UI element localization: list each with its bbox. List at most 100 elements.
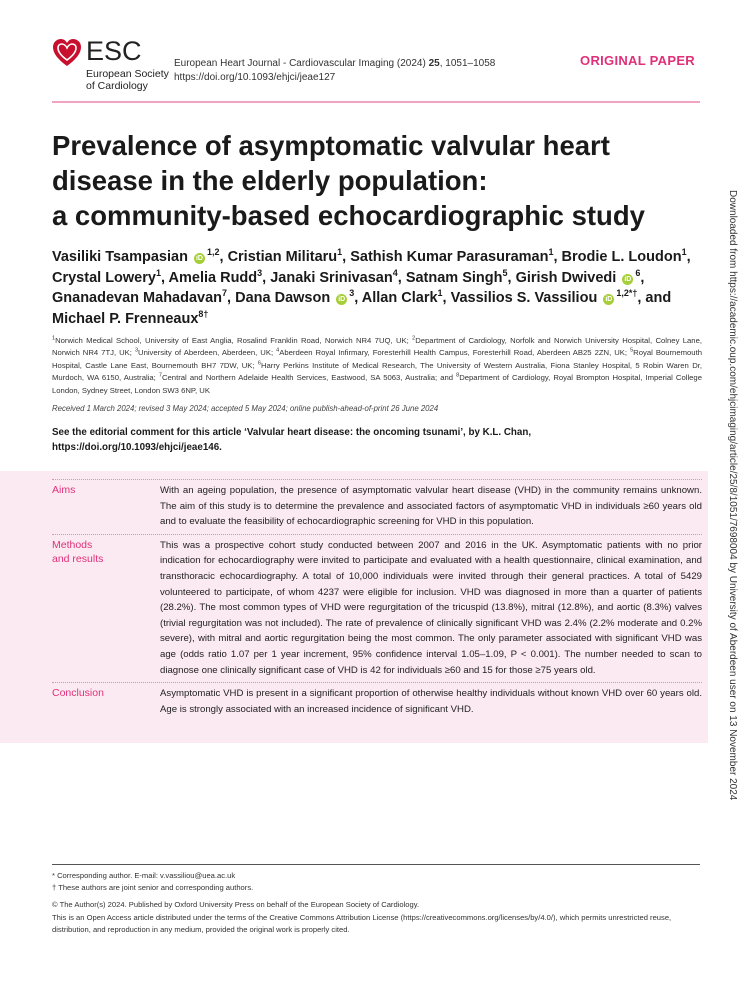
author-affiliation-marker: 1 [337, 247, 343, 258]
author: Cristian Militaru1, [227, 247, 351, 265]
orcid-icon[interactable]: iD [622, 273, 634, 285]
author-separator: , [507, 269, 516, 286]
author-name: Girish Dwivedi [515, 269, 617, 286]
affiliation-text: University of Aberdeen, Aberdeen, UK; [138, 348, 277, 358]
author: Allan Clark1, [361, 288, 451, 306]
author-name: Allan Clark [361, 290, 438, 306]
author-affiliation-marker: 3 [349, 288, 355, 299]
affiliation-number: 8 [456, 372, 460, 379]
author-affiliation-marker: 1 [437, 288, 443, 299]
author: Michael P. Frenneaux8† [52, 308, 209, 327]
orcid-icon[interactable]: iD [603, 294, 615, 305]
footnote-divider [52, 864, 700, 865]
author-affiliation-marker: 5 [502, 267, 508, 278]
author-affiliation-marker: 1,2 [206, 247, 220, 258]
article-front-matter: Prevalence of asymptomatic valvular hear… [0, 128, 708, 744]
section-text: With an ageing population, the presence … [160, 485, 702, 528]
author-affiliation-marker: 1 [155, 267, 161, 278]
license: This is an Open Access article distribut… [52, 912, 672, 934]
orcid-icon[interactable]: iD [193, 253, 205, 264]
logo-text: ESC [86, 36, 142, 66]
author-separator: , [397, 269, 406, 286]
structured-abstract: Aims With an ageing population, the pres… [0, 471, 708, 744]
author-separator: , [640, 269, 645, 286]
author-separator: , [354, 290, 362, 306]
logo-society: European Society of Cardiology [86, 68, 169, 92]
affiliation-number: 2 [412, 335, 416, 342]
corresponding-author: * Corresponding author. E-mail: v.vassil… [52, 871, 236, 880]
section-text: This was a prospective cohort study cond… [160, 539, 702, 676]
author-separator: , [219, 249, 228, 265]
author-separator: , [342, 249, 351, 265]
affiliation-number: 6 [257, 360, 261, 367]
author-name: Gnanadevan Mahadavan [52, 290, 223, 306]
author-affiliation-marker: 4 [392, 267, 398, 278]
author: Brodie L. Loudon1, [561, 247, 691, 265]
author-separator: , [227, 290, 236, 306]
author: Janaki Srinivasan4, [270, 267, 406, 286]
section-label: Conclusion [52, 687, 104, 700]
author-separator: , and [637, 290, 672, 306]
author-separator: , [160, 269, 169, 286]
abstract-aims: Aims With an ageing population, the pres… [52, 479, 702, 534]
affiliation-text: Harry Perkins Institute of Medical Resea… [52, 360, 703, 383]
author-name: Janaki Srinivasan [270, 269, 393, 286]
author: Girish Dwivedi iD6, [515, 268, 645, 286]
author-list: Vasiliki Tsampasian iD1,2, Cristian Mili… [52, 247, 702, 329]
author-name: Vasiliki Tsampasian [52, 249, 188, 265]
affiliation-text: Department of Cardiology, Norfolk and No… [52, 336, 702, 358]
doi-link[interactable]: https://doi.org/10.1093/ehjci/jeae127 [174, 72, 336, 83]
author-affiliation-marker: 8† [198, 308, 209, 319]
author-separator: , [553, 249, 562, 265]
author-affiliation-marker: 1 [681, 247, 687, 258]
author-separator: , [442, 290, 451, 306]
received-dates: Received 1 March 2024; revised 3 May 202… [52, 404, 439, 414]
section-label: Methods and results [52, 538, 104, 565]
footnotes: * Corresponding author. E-mail: v.vassil… [52, 870, 702, 936]
article-type: ORIGINAL PAPER [580, 53, 695, 68]
affiliation-number: 4 [276, 347, 280, 354]
affiliation-number: 1 [52, 335, 56, 342]
section-label: Aims [52, 484, 76, 497]
affiliation-text: Central and Northern Adelaide Health Ser… [161, 373, 457, 383]
journal-citation: European Heart Journal - Cardiovascular … [174, 58, 496, 83]
affiliation-text: Norwich Medical School, University of Ea… [55, 336, 413, 345]
author-name: Satnam Singh [405, 269, 503, 286]
author: Crystal Lowery1, [52, 267, 169, 286]
author-separator: , [262, 269, 271, 286]
affiliation-number: 7 [158, 372, 162, 379]
author-name: Vassilios S. Vassiliou [450, 290, 598, 306]
section-text: Asymptomatic VHD is present in a signifi… [160, 688, 702, 715]
esc-logo: ESC European Society of Cardiology [52, 36, 170, 94]
author-separator: , [686, 249, 691, 265]
author-affiliation-marker: 1,2*† [616, 288, 638, 299]
author-name: Sathish Kumar Parasuraman [350, 249, 549, 265]
author: Satnam Singh5, [405, 267, 516, 286]
affiliation-text: Department of Cardiology, Royal Brompton… [52, 373, 702, 395]
download-watermark: Downloaded from https://academic.oup.com… [727, 190, 738, 801]
author-name: Cristian Militaru [227, 249, 338, 265]
author: Vassilios S. Vassiliou iD1,2*†, and [450, 288, 672, 306]
author-name: Amelia Rudd [168, 269, 258, 286]
header-divider [52, 101, 700, 103]
abstract-conclusion: Conclusion Asymptomatic VHD is present i… [52, 682, 702, 721]
author-affiliation-marker: 1 [548, 247, 554, 258]
affiliation-text: Aberdeen Royal Infirmary, Foresterhill H… [279, 348, 631, 358]
author-affiliation-marker: 7 [222, 288, 228, 299]
esc-heart-icon [53, 39, 81, 66]
editorial-note: See the editorial comment for this artic… [52, 427, 532, 454]
author-name: Brodie L. Loudon [561, 249, 682, 265]
affiliation-number: 5 [630, 347, 634, 354]
author-affiliation-marker: 3 [257, 267, 263, 278]
copyright: © The Author(s) 2024. Published by Oxfor… [52, 900, 420, 910]
author: Dana Dawson iD3, [235, 288, 362, 306]
author: Amelia Rudd3, [168, 267, 271, 286]
author-name: Michael P. Frenneaux [52, 310, 199, 327]
affiliation-text: Royal Bournemouth Hospital, Castle Lane … [52, 348, 702, 370]
author-name: Crystal Lowery [52, 269, 156, 286]
orcid-icon[interactable]: iD [336, 294, 348, 305]
abstract-methods-results: Methods and results This was a prospectiv… [52, 533, 702, 682]
affiliation-number: 3 [134, 347, 139, 354]
author: Vasiliki Tsampasian iD1,2, [52, 247, 228, 265]
joint-authors-note: † These authors are joint senior and cor… [52, 883, 254, 893]
